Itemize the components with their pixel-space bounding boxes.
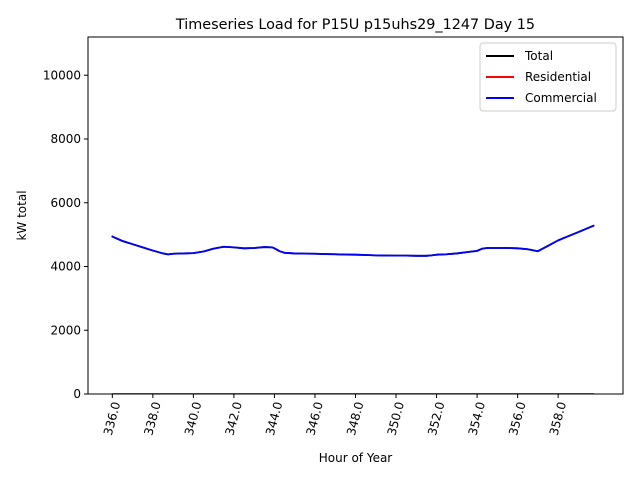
y-axis-label: kW total xyxy=(15,190,29,240)
x-tick-label: 356.0 xyxy=(506,400,528,437)
series-line-total xyxy=(111,224,595,257)
x-tick-label: 344.0 xyxy=(263,400,285,437)
legend: Total Residential Commercial xyxy=(479,42,617,112)
y-tick-label: 8000 xyxy=(50,132,81,146)
legend-label-total: Total xyxy=(524,49,553,63)
x-tick-label: 358.0 xyxy=(547,400,569,437)
series-layer xyxy=(111,224,595,394)
x-tick-label: 342.0 xyxy=(222,400,244,437)
y-tick-label: 6000 xyxy=(50,196,81,210)
y-tick-label: 0 xyxy=(73,387,81,401)
x-tick-label: 346.0 xyxy=(304,400,326,437)
x-axis-label: Hour of Year xyxy=(319,451,393,465)
x-tick-label: 348.0 xyxy=(344,400,366,437)
legend-box xyxy=(479,42,617,112)
series-line-commercial xyxy=(111,224,595,257)
legend-label-commercial: Commercial xyxy=(525,91,597,105)
y-tick-label: 2000 xyxy=(50,323,81,337)
x-tick-label: 350.0 xyxy=(385,400,407,437)
x-tick-label: 336.0 xyxy=(101,400,123,437)
x-tick-label: 340.0 xyxy=(182,400,204,437)
y-tick-label: 10000 xyxy=(43,68,81,82)
y-axis: 0 2000 4000 6000 8000 10000 xyxy=(43,68,88,401)
chart-title: Timeseries Load for P15U p15uhs29_1247 D… xyxy=(175,17,535,33)
x-tick-label: 338.0 xyxy=(141,400,163,437)
x-tick-label: 354.0 xyxy=(466,400,488,437)
y-tick-label: 4000 xyxy=(50,260,81,274)
x-axis: 336.0 338.0 340.0 342.0 344.0 346.0 348.0 350.0… xyxy=(101,394,569,437)
x-tick-label: 352.0 xyxy=(425,400,447,437)
legend-label-residential: Residential xyxy=(525,70,591,84)
